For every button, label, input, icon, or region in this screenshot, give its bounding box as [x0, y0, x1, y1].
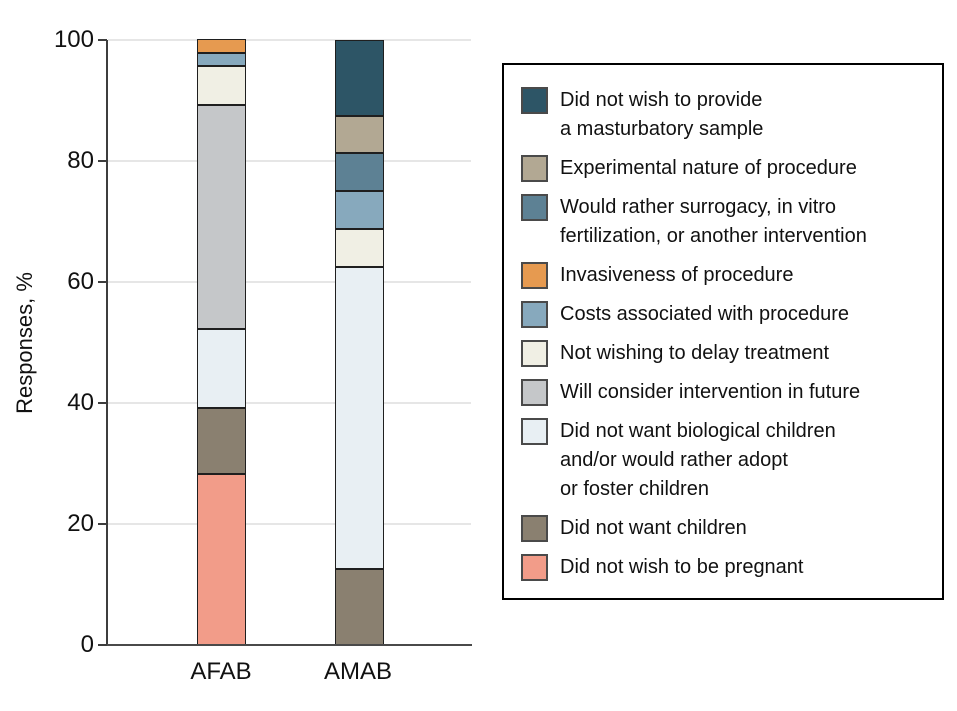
- legend-label: Did not want biological children and/or w…: [560, 420, 836, 500]
- bar-segment: [197, 105, 246, 330]
- legend-swatch: [521, 379, 548, 406]
- y-tick-label-80: 80: [67, 147, 94, 174]
- legend-swatch: [521, 301, 548, 328]
- gridline-80: [108, 160, 471, 162]
- bar-segment: [197, 473, 246, 645]
- gridline-100: [108, 39, 471, 41]
- y-tick-mark-20: [98, 523, 107, 525]
- legend-label: Would rather surrogacy, in vitro fertiliz…: [560, 196, 867, 247]
- bar-segment: [197, 329, 246, 408]
- legend-label: Not wishing to delay treatment: [560, 342, 830, 364]
- bar-segment: [335, 153, 384, 192]
- bar-segment: [335, 191, 384, 230]
- bar-segment: [197, 39, 246, 53]
- legend-swatch: [521, 87, 548, 114]
- legend-swatch: [521, 155, 548, 182]
- y-tick-label-20: 20: [67, 510, 94, 537]
- y-tick-label-60: 60: [67, 268, 94, 295]
- legend-label: Invasiveness of procedure: [560, 264, 794, 286]
- legend-label: Costs associated with procedure: [560, 303, 850, 325]
- x-tick-label-afab: AFAB: [190, 658, 252, 685]
- legend-label: Did not wish to provide a masturbatory sa…: [560, 89, 764, 140]
- bar-segment: [335, 569, 384, 645]
- legend-item: Will consider intervention in future: [521, 378, 934, 407]
- legend-swatch: [521, 340, 548, 367]
- legend-swatch: [521, 515, 548, 542]
- bar-segment: [197, 407, 246, 474]
- y-tick-mark-60: [98, 281, 107, 283]
- legend-item: Experimental nature of procedure: [521, 154, 934, 183]
- y-tick-mark-40: [98, 402, 107, 404]
- bar-segment: [197, 66, 246, 106]
- legend-item: Invasiveness of procedure: [521, 261, 934, 290]
- x-tick-label-amab: AMAB: [323, 658, 392, 685]
- legend-swatch: [521, 262, 548, 289]
- bar-segment: [335, 40, 384, 116]
- legend-item: Costs associated with procedure: [521, 300, 934, 329]
- y-tick-label-0: 0: [80, 631, 94, 658]
- y-tick-mark-80: [98, 160, 107, 162]
- bar-afab: [197, 39, 246, 645]
- bar-segment: [197, 52, 246, 67]
- bar-segment: [335, 115, 384, 154]
- y-tick-mark-0: [98, 644, 107, 646]
- gridline-40: [108, 402, 471, 404]
- x-axis-line: [106, 644, 472, 646]
- legend-box: Did not wish to provide a masturbatory sa…: [502, 63, 944, 600]
- legend-label: Did not want children: [560, 517, 747, 539]
- bar-segment: [335, 229, 384, 267]
- legend-item: Would rather surrogacy, in vitro fertiliz…: [521, 193, 934, 251]
- legend-item: Did not want biological children and/or w…: [521, 417, 934, 504]
- legend-label: Will consider intervention in future: [560, 381, 861, 403]
- y-axis-line: [106, 40, 108, 646]
- legend-item: Did not wish to provide a masturbatory sa…: [521, 86, 934, 144]
- legend-item: Not wishing to delay treatment: [521, 339, 934, 368]
- bar-segment: [335, 266, 384, 570]
- legend-swatch: [521, 554, 548, 581]
- gridline-20: [108, 523, 471, 525]
- legend-label: Did not wish to be pregnant: [560, 556, 804, 578]
- y-tick-label-40: 40: [67, 389, 94, 416]
- y-tick-mark-100: [98, 39, 107, 41]
- legend-swatch: [521, 194, 548, 221]
- y-tick-label-100: 100: [53, 26, 94, 53]
- bar-amab: [335, 40, 384, 645]
- y-axis-title: Responses, %: [12, 272, 37, 414]
- legend-swatch: [521, 418, 548, 445]
- legend-item: Did not wish to be pregnant: [521, 553, 934, 582]
- legend-item: Did not want children: [521, 514, 934, 543]
- gridline-60: [108, 281, 471, 283]
- legend-label: Experimental nature of procedure: [560, 157, 857, 179]
